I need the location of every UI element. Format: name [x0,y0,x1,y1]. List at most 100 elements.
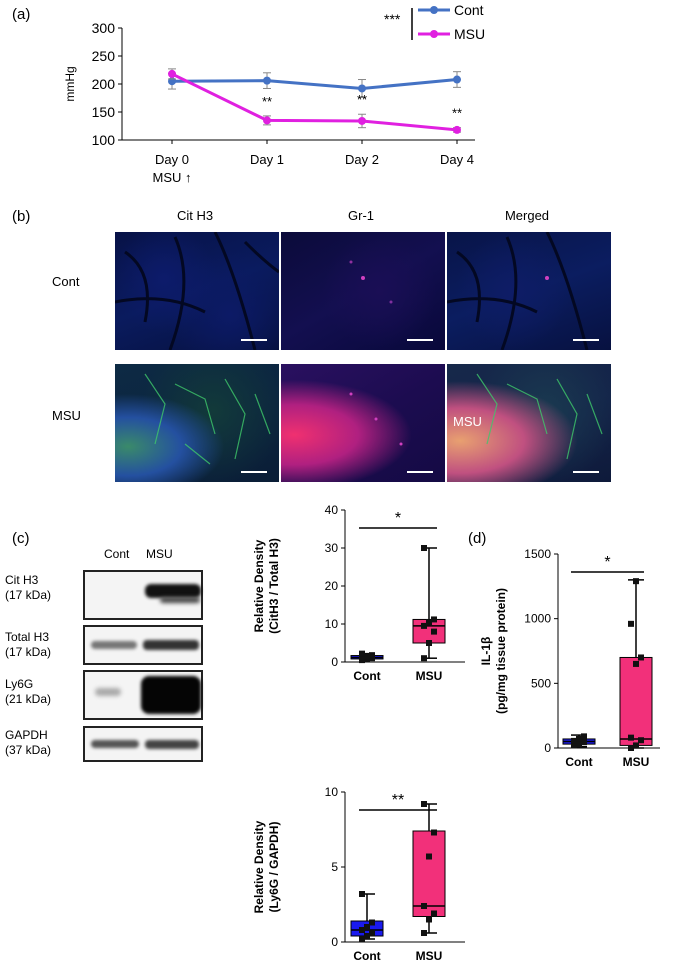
y-axis-label-unit: (CitH3 / Total H3) [267,538,281,634]
data-point-msu [431,616,437,623]
data-point-msu [633,578,639,585]
x-tick-label-cont: Cont [353,949,380,963]
data-point-msu [421,545,427,551]
data-point-cont [581,733,587,740]
x-sublabel: MSU ↑ [153,170,192,185]
x-tick-label: Day 0 [155,152,189,167]
data-point-msu [421,655,427,662]
x-tick-label: Day 2 [345,152,379,167]
y-tick-label: 100 [92,132,116,148]
legend-label-msu: MSU [454,26,485,42]
y-tick-label: 30 [325,541,339,555]
legend-marker-cont [430,6,438,14]
data-point-msu [421,930,427,936]
data-point-cont [571,742,577,749]
data-point-cont [358,84,366,93]
data-point-cont [359,936,365,942]
legend-marker-msu [430,30,438,38]
data-point-msu [421,622,427,629]
data-point-msu [638,737,644,744]
band-label-cith3: Cit H3 (17 kDa) [5,573,52,602]
x-tick-label-cont: Cont [565,755,592,769]
y-axis-label-unit: (Ly6G / GAPDH) [267,822,281,913]
data-point-msu [431,628,437,635]
data-point-cont [581,739,587,746]
y-tick-label: 0 [331,935,338,949]
y-axis-label: Relative Density [252,539,266,632]
panel-label-c: (c) [12,530,30,547]
series-line-msu [171,72,458,132]
significance-label: * [604,554,610,571]
blot-cith3 [83,570,203,620]
y-tick-label: 500 [531,676,551,690]
data-point-msu [426,916,432,923]
data-point-cont [364,653,370,660]
data-point-cont [364,924,370,930]
y-axis-label: Relative Density [252,820,266,913]
lane-label-cont: Cont [104,547,130,561]
data-point-msu [431,910,437,917]
data-point-msu [263,116,271,125]
x-tick-label-cont: Cont [353,669,380,683]
micrograph-cont-merged [447,232,611,350]
data-point-msu [638,654,644,661]
x-tick-label-msu: MSU [416,949,443,963]
micrograph-msu-cith3 [115,364,279,482]
row-label-cont: Cont [52,274,80,289]
data-point-cont [263,76,271,85]
data-point-cont [369,652,375,659]
data-point-cont [369,919,375,926]
data-point-cont [364,933,370,939]
data-point-msu [426,640,432,646]
data-point-msu [633,742,639,749]
y-tick-label: 250 [92,48,116,64]
line-chart-bp: 100 150 200 250 300 mmHg Day 0 Day 1 Day 2 Day 4 M… [63,2,485,185]
y-tick-label: 0 [331,655,338,669]
y-tick-label: 5 [331,860,338,874]
micrograph-overlay-label: MSU [453,414,482,429]
col-header-gr1: Gr-1 [348,208,374,223]
data-point-msu [633,660,639,667]
panel-label-d: (d) [468,530,487,547]
row-label-msu: MSU [52,408,81,423]
panel-label-a: (a) [12,6,31,23]
data-point-msu [426,853,432,860]
data-point-cont [576,735,582,742]
y-tick-label: 0 [544,741,551,755]
data-point-cont [576,741,582,748]
x-tick-label: Day 1 [250,152,284,167]
y-tick-label: 1000 [524,612,551,626]
data-point-msu [168,69,176,78]
data-point-cont [359,650,365,657]
micrograph-cont-gr1 [281,232,445,350]
x-tick-label: Day 4 [440,152,474,167]
y-axis-label: mmHg [63,66,77,101]
data-point-msu [426,619,432,626]
legend-label-cont: Cont [454,2,484,18]
data-point-msu [421,801,427,807]
box-msu [412,830,446,917]
y-tick-label: 200 [92,76,116,92]
significance-label: * [395,510,401,527]
data-point-msu [421,903,427,909]
data-point-msu [431,829,437,836]
y-tick-label: 1500 [524,547,551,561]
lane-label-msu: MSU [146,547,173,561]
col-header-cith3: Cit H3 [176,208,214,223]
band-label-gapdh: GAPDH (37 kDa) [5,728,52,757]
data-point-msu [358,116,366,125]
x-tick-label-msu: MSU [416,669,443,683]
box-chart-ly6g: 0 5 10 Relative Density (Ly6G / GAPDH) Cont MS… [252,785,465,963]
significance-label: ** [262,94,272,109]
significance-label: ** [452,106,462,121]
panel-label-b: (b) [12,208,31,225]
data-point-cont [359,891,365,897]
data-point-msu [628,620,634,627]
data-point-cont [359,927,365,933]
y-tick-label: 40 [325,503,339,517]
significance-label: ** [392,792,404,809]
band-label-totalh3: Total H3 (17 kDa) [5,630,52,659]
data-point-cont [359,654,365,661]
box-msu [619,656,653,746]
box-chart-il1b: 0 500 1000 1500 IL-1β (pg/mg tissue protein) C… [479,547,660,769]
